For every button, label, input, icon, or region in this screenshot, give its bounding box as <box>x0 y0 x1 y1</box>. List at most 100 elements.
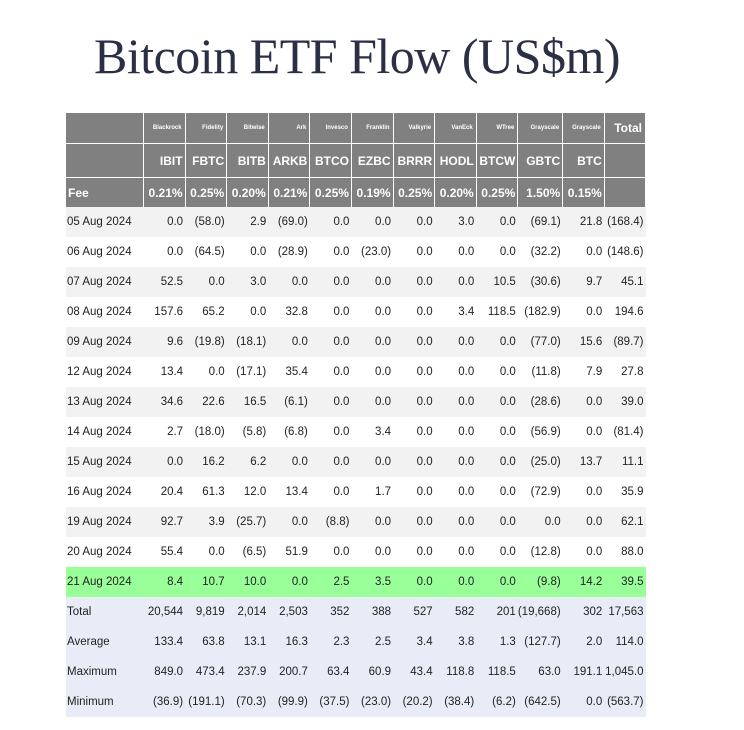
total-cell: 114.0 <box>604 627 646 657</box>
total-cell: 27.8 <box>604 357 646 387</box>
flow-cell: 0.0 <box>309 357 352 387</box>
flow-cell: 0.0 <box>309 207 352 237</box>
flow-cell: 473.4 <box>185 657 227 687</box>
issuer-header: WTree <box>476 113 519 144</box>
flow-cell: 527 <box>393 597 435 627</box>
flow-cell: 0.0 <box>351 207 394 237</box>
date-cell: 15 Aug 2024 <box>66 447 144 477</box>
flow-cell: 20,544 <box>143 597 186 627</box>
flow-cell: 13.4 <box>143 357 186 387</box>
flow-cell: 3.0 <box>226 267 269 297</box>
summary-label: Minimum <box>66 687 144 717</box>
flow-cell: (18.0) <box>185 417 227 447</box>
flow-cell: (127.7) <box>517 627 563 657</box>
issuer-header: Blackrock <box>143 113 186 144</box>
flow-cell: 191.1 <box>562 657 605 687</box>
ticker-header: ARKB <box>268 143 311 178</box>
ticker-header: EZBC <box>351 143 394 178</box>
flow-cell: 0.0 <box>476 207 518 237</box>
fee-label: Fee <box>66 177 144 207</box>
flow-cell: 0.0 <box>226 237 269 267</box>
flow-cell: (99.9) <box>268 687 310 717</box>
summary-row: Maximum 849.0 473.4 237.9 200.7 63.4 60.9 43.4 1… <box>66 657 646 687</box>
date-cell: 19 Aug 2024 <box>66 507 144 537</box>
date-cell: 08 Aug 2024 <box>66 297 144 327</box>
flow-cell: 388 <box>351 597 394 627</box>
flow-cell: 51.9 <box>268 537 310 567</box>
flow-cell: (36.9) <box>143 687 186 717</box>
flow-cell: 0.0 <box>185 537 227 567</box>
flow-cell: (17.1) <box>226 357 269 387</box>
fee-value: 0.25% <box>309 177 352 207</box>
issuer-header: Grayscale <box>517 113 564 144</box>
total-cell: (168.4) <box>604 207 646 237</box>
flow-cell: (6.8) <box>268 417 310 447</box>
flow-cell: 63.4 <box>309 657 352 687</box>
flow-cell: 10.7 <box>185 567 227 597</box>
etf-flow-table: Blackrock Fidelity Bitwise Ark Invesco F… <box>66 113 647 717</box>
total-cell: (89.7) <box>604 327 646 357</box>
flow-cell: 118.5 <box>476 657 518 687</box>
flow-cell: 0.0 <box>393 297 435 327</box>
flow-cell: 0.0 <box>393 207 435 237</box>
total-cell: 1,045.0 <box>604 657 646 687</box>
flow-cell: 12.0 <box>226 477 269 507</box>
ticker-header-empty <box>604 143 647 178</box>
flow-cell: (77.0) <box>517 327 563 357</box>
flow-cell: 35.4 <box>268 357 310 387</box>
header-corner <box>66 113 144 144</box>
flow-cell: 0.0 <box>562 477 605 507</box>
flow-cell: 2.9 <box>226 207 269 237</box>
flow-cell: (12.8) <box>517 537 563 567</box>
flow-cell: 0.0 <box>309 417 352 447</box>
total-cell: 11.1 <box>604 447 646 477</box>
date-cell: 16 Aug 2024 <box>66 477 144 507</box>
fee-value: 1.50% <box>517 177 564 207</box>
flow-cell: 9,819 <box>185 597 227 627</box>
date-cell: 14 Aug 2024 <box>66 417 144 447</box>
flow-cell: (6.5) <box>226 537 269 567</box>
flow-cell: 1.3 <box>476 627 518 657</box>
flow-cell: (6.2) <box>476 687 518 717</box>
flow-cell: 63.0 <box>517 657 563 687</box>
fee-value: 0.21% <box>268 177 311 207</box>
flow-cell: 0.0 <box>393 357 435 387</box>
total-cell: 39.5 <box>604 567 646 597</box>
flow-cell: 0.0 <box>393 567 435 597</box>
flow-cell: 2.0 <box>562 627 605 657</box>
flow-cell: 0.0 <box>562 537 605 567</box>
date-cell: 12 Aug 2024 <box>66 357 144 387</box>
flow-cell: (5.8) <box>226 417 269 447</box>
flow-cell: 0.0 <box>434 417 477 447</box>
flow-cell: 0.0 <box>393 267 435 297</box>
flow-cell: 0.0 <box>226 297 269 327</box>
flow-cell: 0.0 <box>143 237 186 267</box>
flow-cell: 201 <box>476 597 518 627</box>
flow-cell: 0.0 <box>476 507 518 537</box>
flow-cell: (25.0) <box>517 447 563 477</box>
table-row: 21 Aug 2024 8.4 10.7 10.0 0.0 2.5 3.5 0.0 0.0 0.0… <box>66 567 646 597</box>
fee-value: 0.25% <box>185 177 228 207</box>
table-row: 09 Aug 2024 9.6 (19.8) (18.1) 0.0 0.0 0.0 0.0 0.… <box>66 327 646 357</box>
flow-cell: 0.0 <box>434 477 477 507</box>
flow-cell: 0.0 <box>185 357 227 387</box>
flow-cell: 34.6 <box>143 387 186 417</box>
flow-cell: (23.0) <box>351 687 394 717</box>
flow-cell: 237.9 <box>226 657 269 687</box>
flow-cell: 92.7 <box>143 507 186 537</box>
flow-cell: 133.4 <box>143 627 186 657</box>
total-cell: 194.6 <box>604 297 646 327</box>
flow-cell: (72.9) <box>517 477 563 507</box>
flow-cell: 0.0 <box>309 327 352 357</box>
flow-cell: 0.0 <box>309 447 352 477</box>
issuer-header: Bitwise <box>226 113 269 144</box>
flow-cell: 118.5 <box>476 297 518 327</box>
flow-cell: 0.0 <box>351 327 394 357</box>
total-cell: 39.0 <box>604 387 646 417</box>
flow-cell: (191.1) <box>185 687 227 717</box>
flow-cell: (20.2) <box>393 687 435 717</box>
fee-header-row: Fee 0.21% 0.25% 0.20% 0.21% 0.25% 0.19% … <box>66 177 647 207</box>
flow-cell: 0.0 <box>476 237 518 267</box>
flow-cell: (56.9) <box>517 417 563 447</box>
flow-cell: 0.0 <box>351 537 394 567</box>
